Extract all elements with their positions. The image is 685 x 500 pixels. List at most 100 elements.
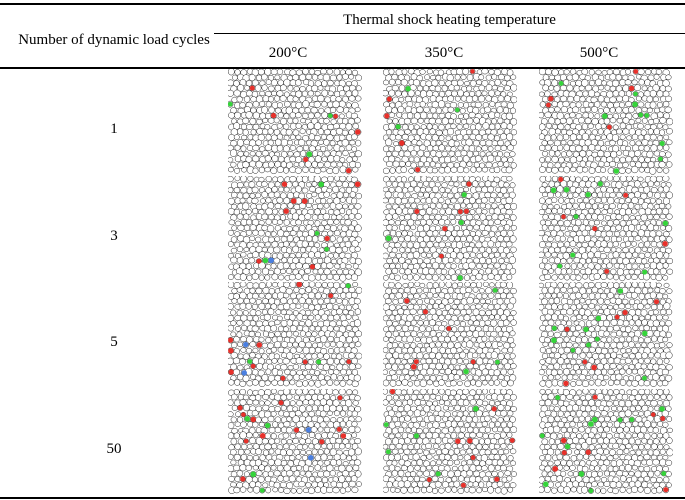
grain	[432, 488, 439, 494]
grain	[626, 380, 633, 387]
grain	[563, 219, 571, 227]
grain	[644, 389, 651, 395]
grain	[339, 90, 346, 97]
grain	[633, 84, 642, 92]
grain	[654, 192, 661, 199]
grain	[585, 393, 592, 401]
grain	[261, 181, 268, 188]
grain	[249, 150, 256, 157]
grain	[468, 486, 476, 494]
grain	[556, 464, 563, 471]
grain	[270, 347, 278, 353]
grain	[438, 144, 446, 152]
grain	[438, 389, 445, 395]
grain	[327, 90, 334, 96]
grain	[439, 263, 445, 270]
grain	[327, 155, 335, 163]
grain	[467, 481, 474, 487]
grain	[544, 432, 551, 439]
grain	[448, 235, 455, 242]
grain	[341, 139, 349, 147]
grain	[613, 176, 620, 182]
grain	[354, 395, 361, 402]
grain	[640, 363, 648, 370]
grain	[355, 95, 362, 102]
grain	[484, 415, 491, 422]
grain	[487, 240, 495, 248]
grain	[622, 214, 630, 222]
grain	[228, 112, 235, 119]
grain	[311, 181, 318, 187]
grain	[553, 343, 560, 349]
grain	[616, 236, 623, 242]
simulation-image-r4-c1	[228, 389, 362, 495]
grain	[510, 246, 517, 253]
grain	[565, 341, 573, 348]
grain	[628, 235, 635, 242]
grain	[579, 298, 586, 304]
grain	[595, 347, 602, 354]
grain	[234, 231, 241, 237]
grain	[510, 460, 517, 466]
grain	[413, 293, 420, 300]
grain	[409, 308, 417, 315]
grain	[417, 118, 424, 124]
grain	[647, 247, 653, 253]
grain	[392, 236, 399, 243]
grain	[510, 202, 517, 210]
grain	[412, 251, 420, 259]
grain	[581, 486, 588, 494]
grain	[612, 241, 619, 248]
grain	[649, 379, 658, 387]
grain	[450, 219, 457, 225]
grain	[593, 272, 601, 280]
grain	[407, 69, 415, 75]
grain	[563, 368, 570, 376]
grain	[494, 218, 502, 225]
grain	[488, 123, 496, 130]
grain	[634, 150, 642, 157]
grain	[320, 262, 328, 269]
grain	[280, 363, 288, 371]
grain	[607, 368, 615, 375]
red-marker	[345, 167, 352, 174]
grain	[353, 459, 362, 466]
grain	[539, 262, 546, 270]
grain	[422, 267, 430, 276]
grain	[597, 128, 604, 135]
grain	[234, 443, 241, 450]
grain	[656, 251, 664, 259]
grain	[455, 269, 462, 275]
grain	[249, 341, 257, 348]
grain	[573, 268, 580, 275]
row-label-3: 3	[110, 228, 118, 244]
grain	[603, 480, 611, 488]
blue-marker	[307, 454, 314, 461]
grain	[248, 330, 256, 337]
grain	[334, 410, 340, 417]
green-marker	[495, 359, 500, 365]
grain	[609, 73, 617, 81]
grain	[283, 421, 291, 428]
grain	[274, 426, 282, 434]
grain	[609, 96, 617, 103]
grain	[228, 166, 234, 173]
grain	[258, 400, 265, 406]
grain	[598, 160, 605, 168]
grain	[314, 112, 321, 119]
grain	[431, 208, 439, 215]
grain	[410, 117, 418, 125]
grain	[656, 167, 663, 173]
grain	[414, 465, 421, 471]
grain	[410, 375, 417, 382]
grain	[600, 464, 608, 472]
grain	[465, 416, 473, 423]
grain	[429, 404, 436, 411]
grain	[383, 89, 389, 97]
grain	[428, 470, 436, 477]
grain	[539, 101, 546, 108]
grain	[354, 224, 362, 233]
grain	[383, 315, 389, 322]
grain	[644, 263, 650, 269]
grain	[544, 453, 552, 461]
